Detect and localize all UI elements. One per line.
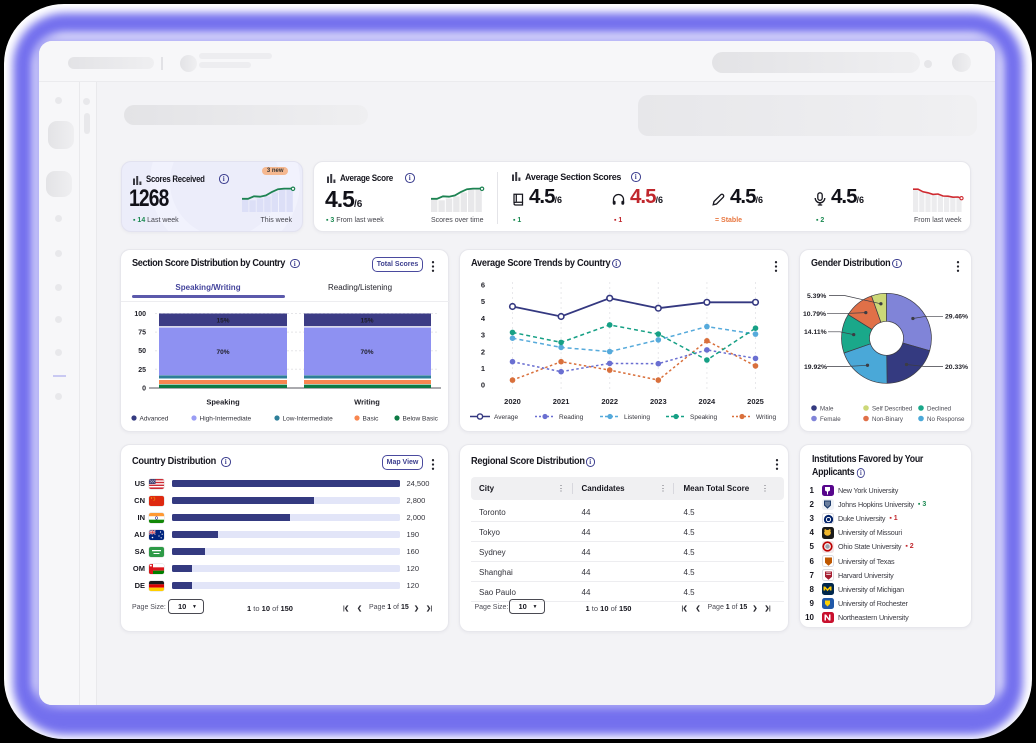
svg-text:Writing: Writing (354, 397, 380, 406)
svg-text:2025: 2025 (747, 397, 764, 406)
svg-text:Below Basic: Below Basic (403, 415, 439, 422)
svg-text:2024: 2024 (698, 397, 716, 406)
svg-text:70%: 70% (216, 349, 229, 356)
svg-text:0: 0 (480, 380, 484, 389)
svg-text:Female: Female (820, 416, 841, 423)
svg-text:2021: 2021 (552, 397, 569, 406)
svg-text:Low-Intermediate: Low-Intermediate (283, 415, 334, 422)
svg-text:70%: 70% (360, 349, 373, 356)
svg-text:Writing: Writing (756, 414, 776, 421)
svg-text:19.92%: 19.92% (804, 364, 827, 371)
svg-text:6: 6 (480, 280, 484, 289)
svg-text:14.11%: 14.11% (804, 329, 827, 336)
svg-text:No Response: No Response (927, 416, 965, 423)
svg-text:Self Described: Self Described (872, 405, 913, 412)
svg-text:3: 3 (480, 330, 484, 339)
svg-text:29.46%: 29.46% (945, 313, 968, 320)
svg-text:2: 2 (480, 347, 484, 356)
svg-text:Speaking: Speaking (690, 414, 717, 421)
svg-text:Advanced: Advanced (140, 415, 169, 422)
svg-text:High-Intermediate: High-Intermediate (200, 415, 252, 422)
svg-text:Listening: Listening (624, 414, 650, 421)
svg-text:5: 5 (480, 297, 484, 306)
svg-text:2022: 2022 (601, 397, 618, 406)
svg-text:75: 75 (138, 329, 146, 336)
svg-text:15%: 15% (216, 317, 229, 324)
svg-text:Average: Average (494, 414, 518, 421)
svg-text:Male: Male (820, 405, 834, 412)
svg-text:10.79%: 10.79% (803, 311, 826, 318)
svg-text:Reading: Reading (559, 414, 584, 421)
svg-text:4: 4 (480, 313, 485, 322)
svg-text:Non-Binary: Non-Binary (872, 416, 904, 423)
svg-text:100: 100 (134, 311, 146, 318)
svg-text:15%: 15% (360, 317, 373, 324)
svg-text:Declined: Declined (927, 405, 952, 412)
svg-text:50: 50 (138, 348, 146, 355)
svg-text:5.39%: 5.39% (807, 293, 826, 300)
svg-text:Basic: Basic (363, 415, 380, 422)
svg-text:0: 0 (142, 385, 146, 392)
svg-text:Speaking: Speaking (206, 397, 240, 406)
svg-text:20.33%: 20.33% (945, 364, 968, 371)
svg-text:2020: 2020 (504, 397, 521, 406)
svg-text:2023: 2023 (649, 397, 666, 406)
svg-text:25: 25 (138, 366, 146, 373)
svg-text:1: 1 (480, 364, 484, 373)
